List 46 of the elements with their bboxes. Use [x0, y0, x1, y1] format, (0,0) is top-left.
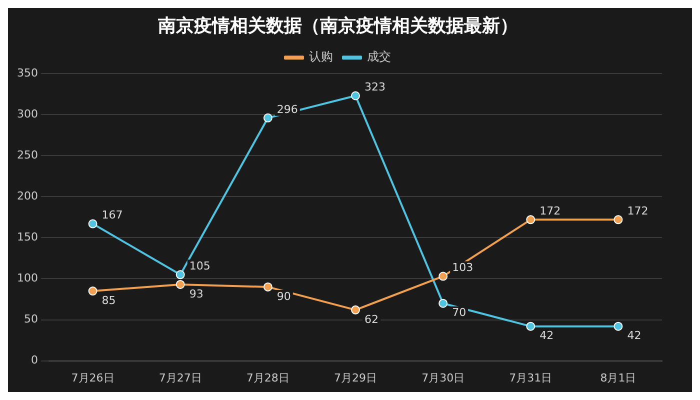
y-tick-label: 50 [24, 312, 38, 326]
x-tick-label: 7月28日 [246, 371, 290, 384]
data-label: 70 [452, 306, 466, 320]
data-label: 90 [276, 290, 291, 303]
point [438, 298, 448, 308]
data-label: 105 [189, 260, 210, 272]
point [526, 322, 536, 331]
data-label: 62 [364, 312, 378, 326]
point [526, 215, 536, 224]
y-tick-label: 150 [16, 230, 38, 244]
x-tick-label: 8月1日 [600, 371, 636, 384]
legend-label: 认购 [309, 50, 333, 64]
data-label: 172 [540, 204, 561, 218]
y-tick-label: 100 [16, 272, 38, 285]
chart-title: 南京疫情相关数据（南京疫情相关数据最新） [157, 15, 518, 36]
y-tick-label: 200 [16, 190, 38, 203]
point [351, 91, 360, 100]
y-tick-label: 300 [16, 107, 38, 120]
x-tick-label: 7月30日 [422, 371, 465, 384]
point [614, 215, 623, 224]
y-tick-label: 350 [16, 66, 38, 80]
point [614, 322, 623, 331]
data-label: 103 [452, 261, 474, 274]
data-label: 167 [102, 208, 123, 222]
point [176, 280, 185, 289]
data-label: 93 [189, 287, 204, 300]
data-label: 172 [627, 204, 648, 218]
x-tick-label: 7月27日 [158, 371, 202, 384]
point [176, 270, 185, 280]
x-tick-label: 7月31日 [509, 371, 552, 384]
data-label: 42 [540, 329, 554, 342]
data-label: 296 [276, 102, 298, 116]
y-tick-label: 0 [30, 354, 38, 367]
data-label: 42 [627, 329, 642, 342]
point [263, 282, 272, 292]
point [88, 286, 98, 296]
data-label: 85 [102, 294, 116, 307]
data-label: 323 [364, 80, 386, 94]
x-tick-label: 7月26日 [71, 371, 114, 384]
legend-label: 成交 [367, 50, 391, 64]
point [263, 113, 272, 122]
y-tick-label: 250 [16, 148, 38, 162]
x-tick-label: 7月29日 [334, 371, 377, 384]
point [351, 305, 360, 314]
point [438, 272, 448, 281]
point [88, 219, 98, 228]
